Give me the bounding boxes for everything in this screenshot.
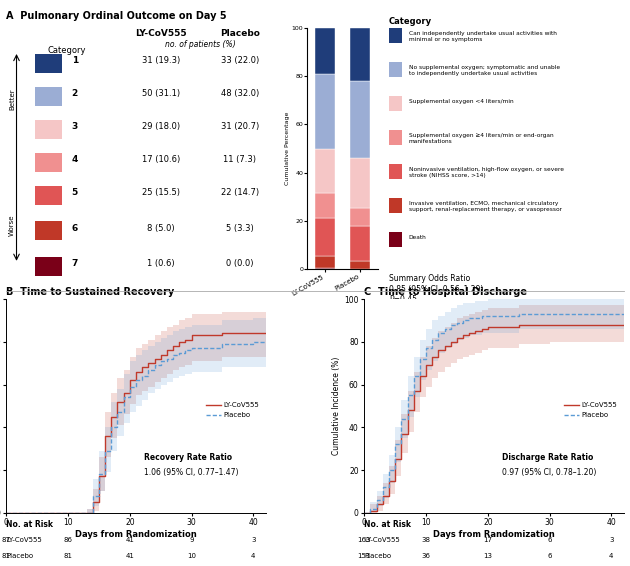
Bar [35, 87, 62, 106]
Text: 38: 38 [421, 537, 430, 543]
Bar [389, 62, 403, 77]
Text: Category: Category [47, 46, 86, 54]
Text: No. at Risk: No. at Risk [6, 520, 54, 529]
Text: 4: 4 [609, 553, 614, 559]
Bar [35, 153, 62, 172]
Text: 8 (5.0): 8 (5.0) [147, 224, 175, 233]
Text: 41: 41 [125, 553, 134, 559]
Bar [389, 130, 403, 145]
Text: A  Pulmonary Ordinal Outcome on Day 5: A Pulmonary Ordinal Outcome on Day 5 [6, 11, 227, 22]
Text: 3: 3 [251, 537, 256, 543]
Text: Placebo: Placebo [364, 553, 391, 559]
Text: 1 (0.6): 1 (0.6) [147, 259, 175, 268]
Legend: LY-CoV555, Placebo: LY-CoV555, Placebo [561, 400, 620, 421]
Text: 6: 6 [547, 537, 552, 543]
Text: LY-CoV555: LY-CoV555 [364, 537, 400, 543]
Text: 29 (18.0): 29 (18.0) [142, 122, 180, 131]
Text: 81: 81 [2, 553, 11, 559]
Text: 10: 10 [187, 553, 196, 559]
Bar [35, 119, 62, 139]
Text: 3: 3 [72, 122, 78, 131]
Text: Better: Better [9, 88, 15, 110]
Bar [389, 96, 403, 111]
Text: Recovery Rate Ratio: Recovery Rate Ratio [144, 453, 232, 462]
Legend: LY-CoV555, Placebo: LY-CoV555, Placebo [203, 400, 262, 421]
Text: Placebo: Placebo [220, 29, 260, 38]
Text: Supplemental oxygen <4 liters/min: Supplemental oxygen <4 liters/min [409, 98, 513, 104]
Text: 2: 2 [72, 89, 78, 98]
Bar [35, 257, 62, 276]
Text: 81: 81 [64, 553, 72, 559]
Bar [389, 164, 403, 179]
Text: 0 (0.0): 0 (0.0) [226, 259, 253, 268]
Bar [389, 232, 403, 247]
Text: 31 (19.3): 31 (19.3) [142, 56, 180, 65]
Text: Death: Death [409, 235, 427, 239]
Text: 163: 163 [358, 537, 371, 543]
Text: Discharge Rate Ratio: Discharge Rate Ratio [501, 453, 593, 462]
Text: 41: 41 [125, 537, 134, 543]
Text: Worse: Worse [9, 215, 15, 236]
Text: 50 (31.1): 50 (31.1) [142, 89, 180, 98]
Text: LY-CoV555: LY-CoV555 [6, 537, 42, 543]
Bar [389, 28, 403, 43]
Text: Placebo: Placebo [6, 553, 33, 559]
Text: LY-CoV555: LY-CoV555 [135, 29, 186, 38]
Text: 36: 36 [421, 553, 430, 559]
Text: 5 (3.3): 5 (3.3) [226, 224, 254, 233]
Text: 6: 6 [72, 224, 78, 233]
Text: no. of patients (%): no. of patients (%) [165, 40, 236, 49]
Text: 0.97 (95% CI, 0.78–1.20): 0.97 (95% CI, 0.78–1.20) [501, 468, 596, 477]
Text: 7: 7 [72, 259, 78, 268]
Text: 31 (20.7): 31 (20.7) [220, 122, 259, 131]
Text: 25 (15.5): 25 (15.5) [142, 188, 180, 197]
Bar [35, 186, 62, 205]
Text: 151: 151 [358, 553, 371, 559]
Text: 48 (32.0): 48 (32.0) [220, 89, 259, 98]
Text: 4: 4 [251, 553, 256, 559]
Text: Noninvasive ventilation, high-flow oxygen, or severe
stroke (NIHSS score, >14): Noninvasive ventilation, high-flow oxyge… [409, 166, 564, 178]
Y-axis label: Cumulative Incidence (%): Cumulative Incidence (%) [333, 357, 341, 455]
Text: No. at Risk: No. at Risk [364, 520, 411, 529]
Text: 1: 1 [72, 56, 78, 65]
Text: 5: 5 [72, 188, 78, 197]
Text: Supplemental oxygen ≥4 liters/min or end-organ
manifestations: Supplemental oxygen ≥4 liters/min or end… [409, 132, 553, 144]
X-axis label: Days from Randomization: Days from Randomization [75, 530, 197, 539]
Text: 17: 17 [483, 537, 492, 543]
Bar [35, 54, 62, 73]
Text: 3: 3 [609, 537, 614, 543]
Text: Category: Category [389, 17, 432, 26]
Bar [35, 221, 62, 241]
Text: 33 (22.0): 33 (22.0) [220, 56, 259, 65]
Text: 87: 87 [2, 537, 11, 543]
X-axis label: Days from Randomization: Days from Randomization [433, 530, 555, 539]
Bar [389, 198, 403, 213]
Text: B  Time to Sustained Recovery: B Time to Sustained Recovery [6, 287, 175, 297]
Text: 9: 9 [190, 537, 194, 543]
Text: Summary Odds Ratio
0.85 (95% CI, 0.56–1.29)
P=0.45: Summary Odds Ratio 0.85 (95% CI, 0.56–1.… [389, 274, 483, 304]
Text: 13: 13 [483, 553, 492, 559]
Text: 1.06 (95% CI, 0.77–1.47): 1.06 (95% CI, 0.77–1.47) [144, 468, 238, 477]
Text: 86: 86 [64, 537, 72, 543]
Text: 6: 6 [547, 553, 552, 559]
Text: Invasive ventilation, ECMO, mechanical circulatory
support, renal-replacement th: Invasive ventilation, ECMO, mechanical c… [409, 200, 562, 212]
Text: 11 (7.3): 11 (7.3) [223, 155, 256, 164]
Text: C  Time to Hospital Discharge: C Time to Hospital Discharge [364, 287, 527, 297]
Text: No supplemental oxygen; symptomatic and unable
to independently undertake usual : No supplemental oxygen; symptomatic and … [409, 65, 560, 76]
Text: Can independently undertake usual activities with
minimal or no symptoms: Can independently undertake usual activi… [409, 31, 556, 42]
Text: 17 (10.6): 17 (10.6) [142, 155, 180, 164]
Text: 22 (14.7): 22 (14.7) [220, 188, 259, 197]
Text: 4: 4 [72, 155, 78, 164]
